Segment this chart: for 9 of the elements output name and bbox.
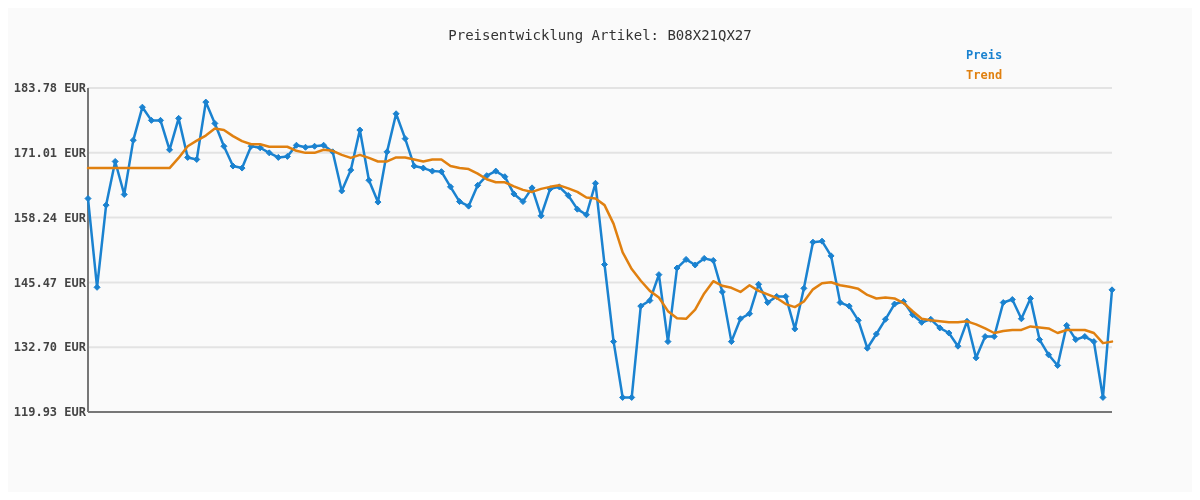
text: Preis bbox=[966, 48, 1003, 63]
chart-title: Preisentwicklung Artikel: B08X21QX27 bbox=[448, 27, 752, 43]
y-tick-label: 158.24 EUR bbox=[13, 210, 87, 225]
y-tick-label: 119.93 EUR bbox=[13, 405, 87, 420]
y-tick-label: 183.78 EUR bbox=[13, 81, 87, 96]
y-tick-label: 145.47 EUR bbox=[13, 275, 87, 290]
y-tick-label: 171.01 EUR bbox=[13, 146, 87, 160]
y-tick-label: 132.70 EUR bbox=[13, 340, 87, 355]
text: Trend bbox=[966, 68, 1003, 83]
